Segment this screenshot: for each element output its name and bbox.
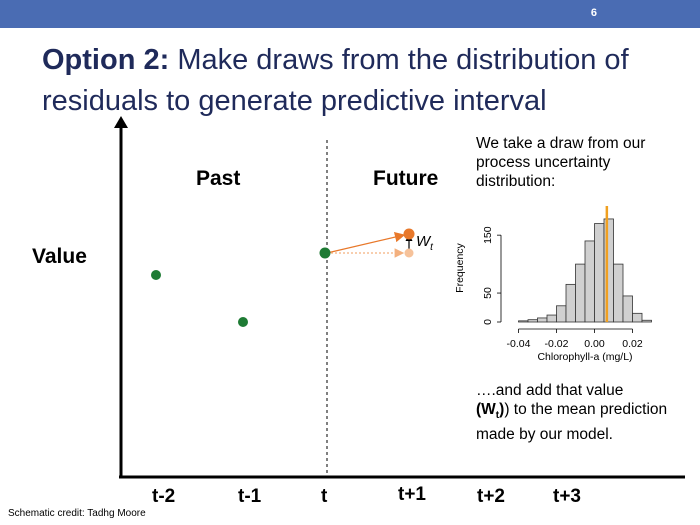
arrow-to-draw	[326, 232, 406, 254]
histogram-bar	[575, 263, 586, 323]
histogram-bar	[641, 319, 652, 323]
histogram-bar	[546, 314, 557, 323]
histogram-bar	[594, 223, 605, 323]
histogram-bar	[632, 312, 643, 323]
histogram-y-tick-label: 50	[482, 287, 494, 299]
y-axis-label: Value	[32, 245, 87, 268]
histogram-y-tick-label: 0	[482, 319, 494, 325]
histogram-bar	[565, 283, 576, 323]
wt-label: Wt	[416, 233, 433, 253]
histogram-x-tick-label: -0.04	[507, 338, 531, 350]
point-t-2	[151, 270, 161, 280]
wt-symbol: W	[416, 233, 431, 250]
top-bar	[0, 0, 700, 28]
point-future-draw	[403, 228, 415, 240]
histogram-bar	[537, 317, 548, 323]
histogram-y-tick-label: 150	[482, 226, 494, 244]
past-label: Past	[196, 167, 241, 190]
x-tick-t+3: t+3	[553, 486, 581, 507]
histogram-bar	[622, 295, 633, 323]
x-tick-t-2: t-2	[152, 486, 176, 507]
x-tick-t: t	[321, 486, 328, 507]
histogram-x-tick-label: 0.00	[584, 338, 605, 350]
histogram-bar	[518, 320, 529, 323]
title-rest: Make draws from the distribution of resi…	[42, 44, 629, 117]
future-label: Future	[373, 167, 439, 190]
histogram-x-tick-label: -0.02	[545, 338, 569, 350]
point-future-mean	[404, 248, 414, 258]
histogram-bar	[527, 319, 538, 323]
note-bottom: ….and add that value (Wt)) to the mean pr…	[476, 382, 668, 444]
note-bottom-2: ) to the mean prediction made by our mod…	[476, 401, 668, 444]
histogram-bar	[613, 263, 624, 323]
note-bottom-1: ….and add that value	[476, 382, 624, 399]
slide-title: Option 2: Make draws from the distributi…	[42, 40, 682, 122]
y-axis-arrowhead	[114, 116, 128, 128]
point-t-1	[238, 317, 248, 327]
slide-number: 6	[590, 7, 597, 19]
x-tick-t+2: t+2	[477, 486, 505, 507]
histogram-x-tick-label: 0.02	[622, 338, 643, 350]
histogram-bar	[556, 305, 567, 323]
title-bold: Option 2:	[42, 44, 170, 76]
x-tick-t+1: t+1	[398, 484, 426, 505]
note-bottom-sub: t	[495, 410, 500, 422]
x-tick-t-1: t-1	[238, 486, 262, 507]
wt-subscript: t	[430, 242, 433, 253]
histogram-y-label: Frequency	[454, 242, 466, 292]
schematic-credit: Schematic credit: Tadhg Moore	[8, 508, 146, 519]
histogram-x-label: Chlorophyll-a (mg/L)	[537, 351, 632, 363]
note-top: We take a draw from our process uncertai…	[476, 135, 646, 190]
histogram-bar	[584, 240, 595, 323]
point-t	[319, 247, 331, 259]
note-bottom-w: (W	[476, 401, 496, 418]
histogram-bar	[603, 218, 614, 323]
